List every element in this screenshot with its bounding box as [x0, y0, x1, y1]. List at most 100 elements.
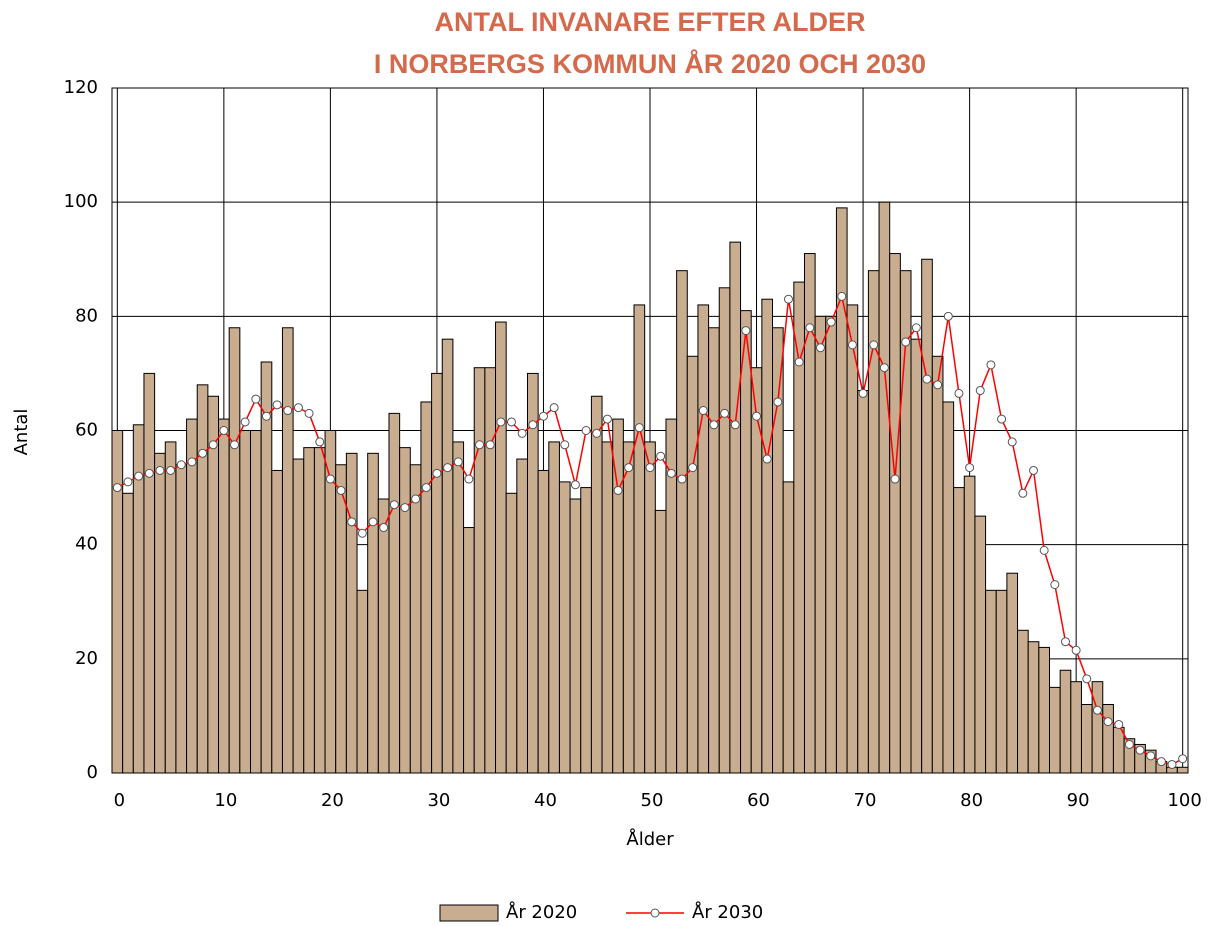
- point: [656, 451, 666, 461]
- y-tick-label: 100: [64, 191, 98, 212]
- point: [613, 485, 623, 495]
- point: [283, 406, 293, 416]
- bar: [974, 515, 987, 774]
- point: [293, 403, 303, 413]
- bar: [622, 441, 635, 774]
- bar: [431, 372, 443, 774]
- bar: [441, 338, 454, 774]
- point: [549, 403, 559, 413]
- bar: [942, 401, 955, 774]
- point: [645, 463, 655, 473]
- point: [943, 311, 953, 321]
- y-tick-label: 120: [64, 77, 98, 98]
- point: [496, 417, 506, 427]
- point: [709, 420, 719, 430]
- point: [634, 423, 644, 433]
- point: [815, 343, 825, 353]
- point: [453, 457, 463, 467]
- point: [421, 483, 431, 493]
- x-tick-label: 50: [641, 790, 664, 811]
- bar: [313, 447, 326, 774]
- bar: [857, 390, 869, 774]
- point: [155, 465, 165, 475]
- bar: [761, 298, 774, 774]
- bar: [921, 258, 933, 774]
- y-tick-label: 40: [75, 534, 98, 555]
- point: [560, 440, 570, 450]
- point: [869, 340, 879, 350]
- point: [858, 388, 868, 398]
- point: [1135, 745, 1145, 755]
- bar: [516, 458, 528, 774]
- point: [1029, 465, 1039, 475]
- point: [379, 523, 389, 533]
- point: [1114, 719, 1124, 729]
- bar: [505, 492, 518, 774]
- point: [1124, 739, 1134, 749]
- point: [677, 474, 687, 484]
- y-tick-label: 20: [75, 648, 98, 669]
- point: [400, 503, 410, 513]
- bar: [1070, 681, 1082, 774]
- point: [741, 326, 751, 336]
- point: [315, 437, 325, 447]
- bar: [1059, 669, 1072, 774]
- bar: [399, 447, 411, 774]
- bar: [281, 327, 294, 774]
- bar: [335, 464, 347, 774]
- point: [144, 468, 154, 478]
- bar: [558, 481, 571, 774]
- bar: [537, 469, 550, 774]
- bar: [1102, 704, 1114, 774]
- bar: [740, 310, 752, 774]
- bar: [772, 327, 784, 774]
- legend-swatch: [650, 908, 660, 918]
- point: [304, 408, 314, 418]
- y-axis-label: Antal: [11, 409, 32, 456]
- point: [357, 528, 367, 538]
- bar: [164, 441, 177, 774]
- legend-label: År 2030: [692, 901, 763, 923]
- bar: [463, 527, 475, 774]
- bar: [910, 338, 923, 774]
- point: [517, 428, 527, 438]
- point: [762, 454, 772, 464]
- point: [507, 417, 517, 427]
- bar: [249, 430, 262, 774]
- bar: [846, 304, 859, 774]
- point: [198, 448, 208, 458]
- bar: [1038, 646, 1051, 774]
- point: [261, 411, 271, 421]
- bar: [1017, 629, 1029, 774]
- point: [485, 440, 495, 450]
- bar: [388, 412, 401, 774]
- point: [251, 394, 261, 404]
- bar: [260, 361, 273, 774]
- point: [986, 360, 996, 370]
- point: [570, 480, 580, 490]
- bar: [889, 253, 901, 774]
- bar: [676, 270, 688, 774]
- bar: [985, 589, 997, 774]
- bar: [601, 441, 614, 774]
- x-tick-label: 40: [534, 790, 557, 811]
- point: [1103, 717, 1113, 727]
- point: [1178, 754, 1188, 764]
- bar: [473, 367, 486, 774]
- point: [1007, 437, 1017, 447]
- point: [443, 463, 453, 473]
- bar: [825, 315, 837, 774]
- point: [1092, 705, 1102, 715]
- bar: [1091, 681, 1104, 774]
- point: [176, 460, 186, 470]
- point: [475, 440, 485, 450]
- point: [240, 417, 250, 427]
- bar: [1112, 726, 1125, 774]
- bar: [953, 487, 965, 774]
- point: [219, 426, 229, 435]
- point: [922, 374, 932, 384]
- point: [230, 440, 240, 450]
- bar: [1049, 686, 1061, 774]
- bar: [1080, 704, 1093, 774]
